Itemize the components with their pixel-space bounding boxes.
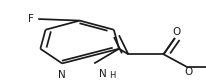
Text: O: O — [172, 27, 180, 37]
Text: O: O — [183, 67, 192, 77]
Text: H: H — [109, 71, 115, 80]
Text: F: F — [28, 14, 34, 24]
Text: N: N — [99, 69, 107, 79]
Text: N: N — [58, 70, 66, 80]
